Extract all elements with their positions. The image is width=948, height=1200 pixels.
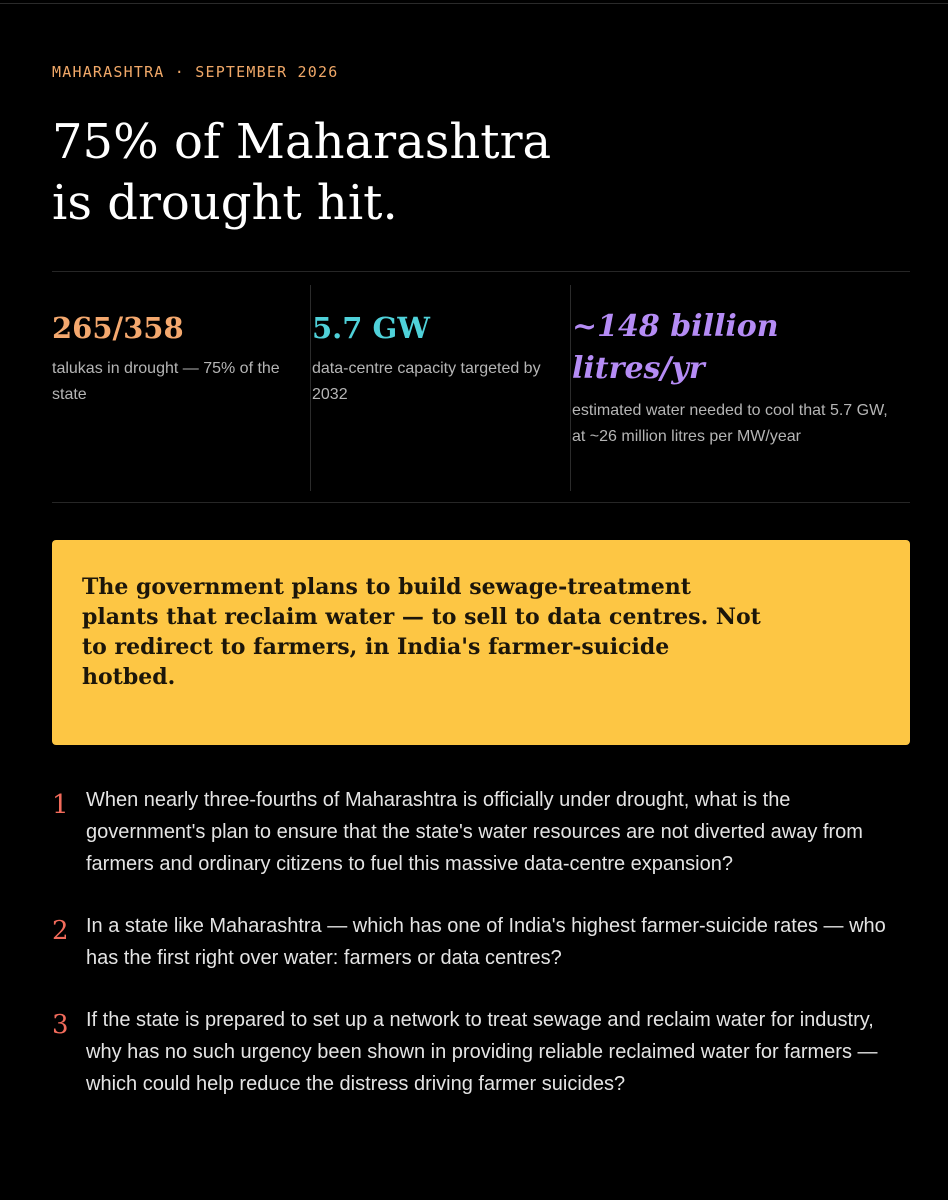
question-text: When nearly three-fourths of Maharashtra…	[86, 789, 863, 875]
stat-talukas: 265/358 talukas in drought — 75% of the …	[52, 308, 302, 408]
top-divider	[0, 3, 948, 4]
question-item: 3 If the state is prepared to set up a n…	[52, 1004, 912, 1100]
question-number: 1	[52, 790, 69, 820]
stat-value: ~148 billion litres/yr	[572, 309, 779, 386]
questions-list: 1 When nearly three-fourths of Maharasht…	[52, 784, 912, 1130]
headline-line-2: is drought hit.	[52, 175, 398, 231]
stat-water: ~148 billion litres/yr estimated water n…	[572, 306, 902, 450]
stat-divider	[310, 285, 311, 491]
stats-top-divider	[52, 271, 910, 272]
headline: 75% of Maharashtra is drought hit.	[52, 112, 752, 234]
stat-divider	[570, 285, 571, 491]
kicker-label: MAHARASHTRA · SEPTEMBER 2026	[52, 63, 339, 81]
question-text: In a state like Maharashtra — which has …	[86, 915, 886, 969]
stat-label: estimated water needed to cool that 5.7 …	[572, 402, 888, 445]
question-text: If the state is prepared to set up a net…	[86, 1009, 878, 1095]
stat-label: talukas in drought — 75% of the state	[52, 360, 280, 403]
question-item: 1 When nearly three-fourths of Maharasht…	[52, 784, 912, 880]
stat-value: 5.7 GW	[312, 311, 430, 345]
question-number: 3	[52, 1010, 69, 1040]
stat-label: data-centre capacity targeted by 2032	[312, 360, 541, 403]
stats-bottom-divider	[52, 502, 910, 503]
headline-line-1: 75% of Maharashtra	[52, 114, 552, 170]
question-item: 2 In a state like Maharashtra — which ha…	[52, 910, 912, 974]
callout-text: The government plans to build sewage-tre…	[82, 574, 761, 690]
callout-box: The government plans to build sewage-tre…	[52, 540, 910, 745]
question-number: 2	[52, 916, 69, 946]
stat-value: 265/358	[52, 311, 184, 345]
stat-capacity: 5.7 GW data-centre capacity targeted by …	[312, 308, 562, 408]
